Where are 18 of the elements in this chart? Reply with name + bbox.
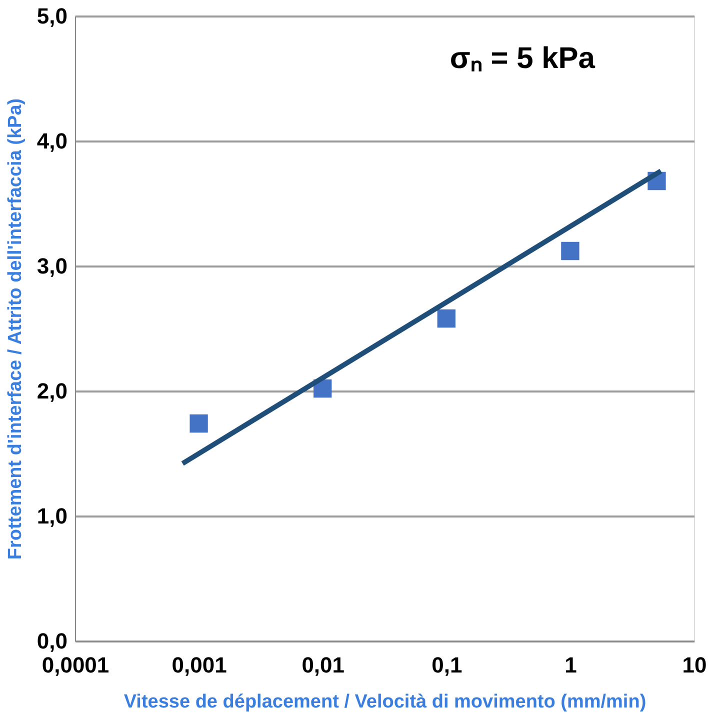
x-axis-title: Vitesse de déplacement / Velocità di movimento (mm/min): [124, 692, 646, 712]
y-tick-label: 0,0: [36, 628, 68, 654]
point: [437, 309, 456, 328]
x-tick-label: 10: [682, 652, 707, 678]
y-tick-label: 3,0: [36, 254, 68, 278]
point: [190, 414, 208, 433]
x-tick-label: 0,01: [302, 652, 345, 678]
x-tick-label: 0,1: [432, 652, 462, 678]
x-tick-label: 1: [564, 652, 577, 678]
y-tick-label: 4,0: [36, 128, 68, 154]
x-tick-label: 0,001: [172, 652, 227, 678]
y-tick-label: 1,0: [36, 504, 68, 528]
annotation: σₙ = 5 kPa: [450, 42, 596, 75]
x-tick-label: 0,0001: [42, 652, 110, 678]
y-tick-label: 2,0: [36, 378, 68, 404]
point: [561, 242, 580, 260]
y-axis-title: Frottement d'interface / Attrito dell'interfaccia (kPa): [4, 98, 26, 560]
y-tick-label: 5,0: [36, 4, 68, 28]
